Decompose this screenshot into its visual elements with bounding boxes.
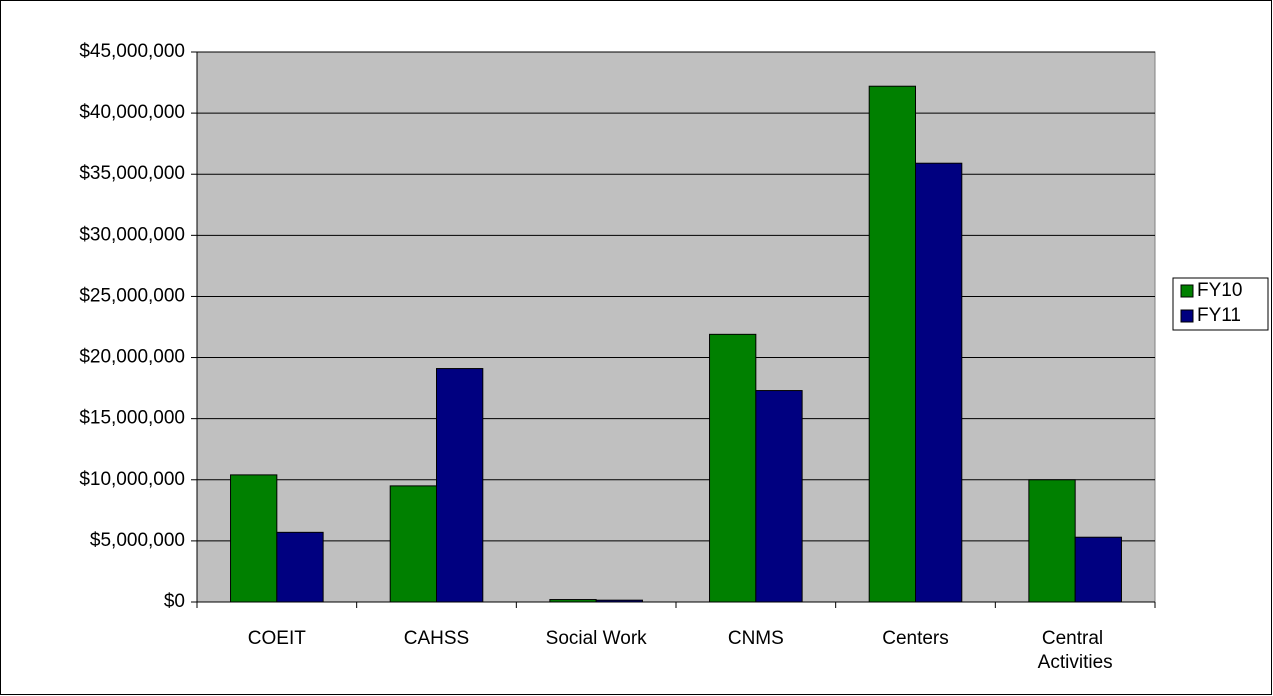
y-tick-label: $20,000,000 [79,347,185,368]
x-tick-label: Centers [882,628,949,649]
bar [915,162,963,603]
y-tick-label: $30,000,000 [79,224,185,245]
legend-label: FY10 [1197,280,1242,301]
bar [230,474,278,603]
bar [709,333,757,603]
x-tick-label: Central Activities [1038,628,1113,673]
bar [389,485,437,603]
bar [1074,536,1122,603]
y-tick-label: $5,000,000 [90,530,185,551]
y-tick-label: $45,000,000 [79,41,185,62]
x-tick-label: Social Work [546,628,648,649]
bar [868,85,916,603]
y-tick-label: $15,000,000 [79,408,185,429]
x-tick-label: CNMS [728,628,784,649]
y-tick-label: $0 [164,591,185,612]
legend-swatch [1180,284,1194,298]
plot-area [196,51,1156,603]
bar [549,599,597,603]
bar [755,390,803,603]
legend-label: FY11 [1197,305,1241,326]
y-tick-label: $40,000,000 [79,102,185,123]
bar [1028,479,1076,603]
bar [595,599,643,603]
x-tick-label: CAHSS [404,628,469,649]
y-tick-label: $25,000,000 [79,285,185,306]
y-tick-label: $35,000,000 [79,163,185,184]
bar [276,531,324,603]
x-tick-label: COEIT [248,628,306,649]
bar [436,368,484,603]
legend-swatch [1180,309,1194,323]
y-tick-label: $10,000,000 [79,469,185,490]
